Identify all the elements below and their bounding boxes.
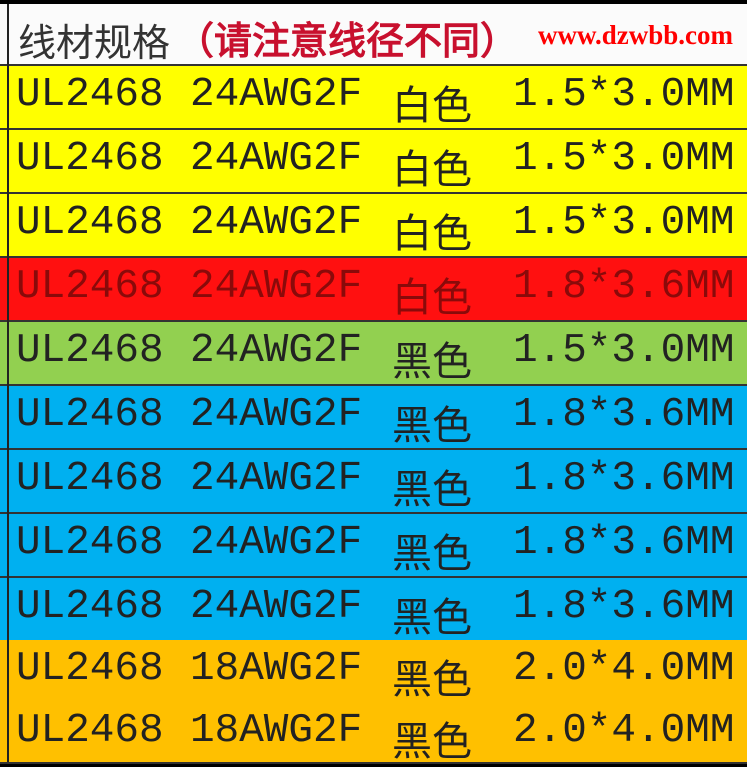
cell-gauge: 24AWG2F — [190, 264, 363, 310]
table-row: UL2468 24AWG2F 白色 1.5*3.0MM — [0, 194, 747, 258]
table-row: UL2468 24AWG2F 黑色 1.8*3.6MM — [0, 450, 747, 514]
cell-model: UL2468 — [16, 456, 164, 502]
cell-model: UL2468 — [16, 200, 164, 246]
cell-color: 黑色 — [392, 339, 472, 385]
cell-size: 1.8*3.6MM — [513, 392, 735, 438]
cell-model: UL2468 — [16, 520, 164, 566]
cell-color: 白色 — [392, 275, 472, 321]
cell-gauge: 24AWG2F — [190, 200, 363, 246]
table-row: UL2468 24AWG2F 黑色 1.8*3.6MM — [0, 386, 747, 450]
table-row: UL2468 24AWG2F 黑色 1.8*3.6MM — [0, 514, 747, 578]
table-row: UL2468 24AWG2F 黑色 1.8*3.6MM — [0, 578, 747, 642]
header-note: （请注意线径不同） — [176, 19, 519, 63]
cell-model: UL2468 — [16, 264, 164, 310]
cell-model: UL2468 — [16, 136, 164, 182]
cell-color: 白色 — [392, 211, 472, 257]
cell-size: 1.5*3.0MM — [513, 328, 735, 374]
watermark: www.dzwbb.com — [538, 20, 734, 50]
cell-color: 黑色 — [392, 595, 472, 641]
cell-gauge: 18AWG2F — [190, 708, 363, 754]
cell-color: 黑色 — [392, 403, 472, 449]
cell-size: 1.5*3.0MM — [513, 136, 735, 182]
spec-sheet: 线材规格 （请注意线径不同） UL2468 24AWG2F 白色 1.5*3.0MM U… — [0, 4, 747, 765]
cell-size: 1.5*3.0MM — [513, 72, 735, 118]
table-row: UL2468 24AWG2F 白色 1.8*3.6MM — [0, 258, 747, 322]
cell-color: 黑色 — [392, 531, 472, 577]
cell-color: 白色 — [392, 147, 472, 193]
cell-model: UL2468 — [16, 708, 164, 754]
cell-model: UL2468 — [16, 328, 164, 374]
cell-size: 2.0*4.0MM — [513, 646, 735, 692]
cell-color: 黑色 — [392, 467, 472, 513]
cell-gauge: 24AWG2F — [190, 520, 363, 566]
table-row: UL2468 24AWG2F 白色 1.5*3.0MM — [0, 130, 747, 194]
cell-gauge: 24AWG2F — [190, 72, 363, 118]
cell-size: 1.8*3.6MM — [513, 520, 735, 566]
table-row: UL2468 18AWG2F 黑色 2.0*4.0MM — [0, 640, 747, 704]
cell-gauge: 24AWG2F — [190, 136, 363, 182]
cell-gauge: 24AWG2F — [190, 584, 363, 630]
left-border — [7, 4, 9, 762]
header-row: 线材规格 （请注意线径不同） — [0, 4, 747, 66]
cell-size: 1.5*3.0MM — [513, 200, 735, 246]
cell-gauge: 24AWG2F — [190, 392, 363, 438]
cell-gauge: 24AWG2F — [190, 328, 363, 374]
cell-size: 1.8*3.6MM — [513, 456, 735, 502]
cell-model: UL2468 — [16, 392, 164, 438]
table-row: UL2468 18AWG2F 黑色 2.0*4.0MM — [0, 702, 747, 765]
cell-model: UL2468 — [16, 646, 164, 692]
cell-gauge: 18AWG2F — [190, 646, 363, 692]
cell-color: 白色 — [392, 83, 472, 129]
table-row: UL2468 24AWG2F 黑色 1.5*3.0MM — [0, 322, 747, 386]
cell-color: 黑色 — [392, 657, 472, 703]
cell-size: 1.8*3.6MM — [513, 584, 735, 630]
cell-model: UL2468 — [16, 584, 164, 630]
cell-size: 1.8*3.6MM — [513, 264, 735, 310]
cell-model: UL2468 — [16, 72, 164, 118]
cell-gauge: 24AWG2F — [190, 456, 363, 502]
cell-color: 黑色 — [392, 719, 472, 765]
cell-size: 2.0*4.0MM — [513, 708, 735, 754]
table-row: UL2468 24AWG2F 白色 1.5*3.0MM — [0, 66, 747, 130]
header-title: 线材规格 — [18, 21, 171, 65]
